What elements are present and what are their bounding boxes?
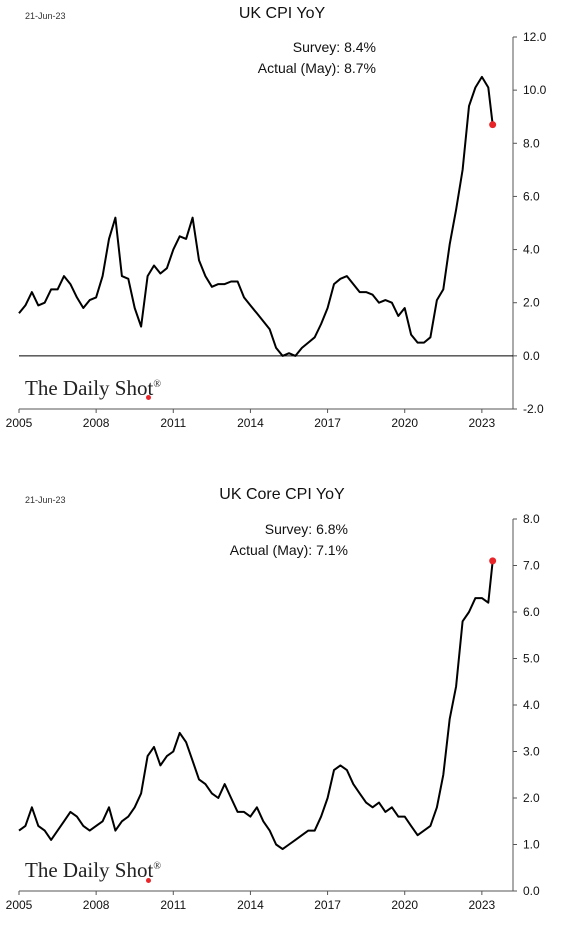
y-tick-label: 6.0 [523, 189, 540, 203]
y-tick-label: 3.0 [523, 745, 540, 759]
x-tick-label: 2017 [314, 416, 341, 430]
actual-annotation: Actual (May): 7.1% [229, 542, 348, 558]
last-point-marker [489, 557, 497, 565]
cpi-chart-panel: 12.0 10.0 8.0 6.0 4.0 2.0 0.0 -2.0 2005 2008 2011 2… [0, 0, 564, 472]
y-tick-label: 2.0 [523, 296, 540, 310]
x-tick-label: 2011 [160, 898, 186, 912]
core-cpi-chart-svg: 8.0 7.0 6.0 5.0 4.0 3.0 2.0 1.0 0.0 2005 2008 2011 2… [6, 512, 540, 912]
x-tick-label: 2005 [6, 898, 33, 912]
logo-dot-icon [146, 395, 151, 400]
annotation-box: Survey: 8.4% Actual (May): 8.7% [258, 37, 376, 79]
daily-shot-logo: The Daily Shot® [25, 858, 161, 883]
chart-title: UK CPI YoY [238, 5, 326, 22]
x-tick-label: 2017 [314, 898, 341, 912]
date-stamp: 21-Jun-23 [25, 11, 66, 21]
y-tick-label: 5.0 [523, 652, 540, 666]
y-tick-label: 0.0 [523, 349, 540, 363]
logo-text: The Daily Shot [25, 376, 154, 400]
y-tick-label: 0.0 [523, 884, 540, 898]
logo-registered-mark: ® [153, 861, 161, 872]
y-tick-label: 4.0 [523, 243, 540, 257]
actual-annotation: Actual (May): 8.7% [257, 60, 376, 76]
x-tick-label: 2008 [83, 898, 110, 912]
y-tick-label: 2.0 [523, 791, 540, 805]
x-tick-label: 2014 [237, 898, 264, 912]
x-tick-label: 2020 [391, 416, 418, 430]
survey-annotation: Survey: 6.8% [264, 521, 348, 537]
logo-text: The Daily Shot [25, 858, 154, 882]
cpi-chart-svg: 12.0 10.0 8.0 6.0 4.0 2.0 0.0 -2.0 2005 2008 2011 2… [6, 30, 547, 430]
logo-registered-mark: ® [153, 379, 161, 390]
daily-shot-logo: The Daily Shot® [25, 376, 161, 401]
core-cpi-chart-panel: 8.0 7.0 6.0 5.0 4.0 3.0 2.0 1.0 0.0 2005 2008 2011 2… [0, 472, 564, 945]
y-tick-label: 4.0 [523, 698, 540, 712]
y-tick-label: 7.0 [523, 559, 540, 573]
x-tick-label: 2020 [391, 898, 418, 912]
survey-annotation: Survey: 8.4% [292, 39, 376, 55]
x-tick-label: 2008 [83, 416, 110, 430]
annotation-box: Survey: 6.8% Actual (May): 7.1% [230, 519, 348, 561]
y-tick-label: 8.0 [523, 512, 540, 526]
y-tick-label: 6.0 [523, 605, 540, 619]
data-line [18, 75, 494, 357]
x-tick-label: 2014 [237, 416, 264, 430]
x-tick-label: 2011 [160, 416, 186, 430]
date-stamp: 21-Jun-23 [25, 495, 66, 505]
data-line [18, 560, 494, 851]
y-tick-label: -2.0 [523, 402, 544, 416]
last-point-marker [489, 121, 497, 129]
x-tick-label: 2005 [6, 416, 33, 430]
y-tick-label: 8.0 [523, 136, 540, 150]
x-tick-label: 2023 [469, 416, 496, 430]
y-tick-label: 10.0 [523, 83, 547, 97]
x-tick-label: 2023 [469, 898, 496, 912]
chart-title: UK Core CPI YoY [219, 486, 345, 503]
y-tick-label: 1.0 [523, 838, 540, 852]
y-tick-label: 12.0 [523, 30, 547, 44]
logo-dot-icon [146, 878, 151, 883]
